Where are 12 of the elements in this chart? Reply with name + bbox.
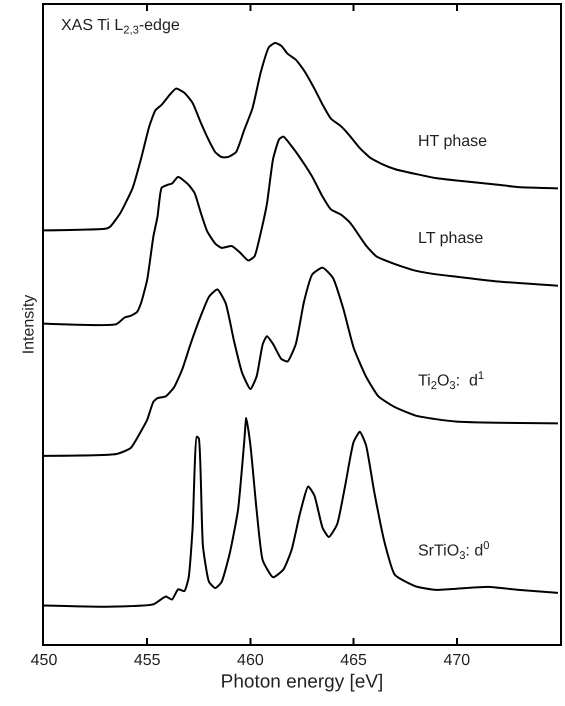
text: XAS Ti L$_{2,3}$-edge: [61, 17, 180, 36]
x-tick-label: 465: [340, 652, 368, 670]
y-axis-title: Intensity: [20, 294, 38, 354]
x-tick-label: 455: [134, 652, 161, 670]
x-tick-label: 450: [30, 652, 58, 670]
series-label: SrTiO$_{3}$: d$^{0}$: [418, 540, 490, 562]
series-label: Ti$_{2}$O$_{3}$: d$^{1}$: [418, 370, 484, 392]
series-label: LT phase: [418, 230, 484, 247]
series-label: HT phase: [418, 133, 488, 150]
x-tick-label: 460: [237, 652, 264, 670]
x-axis-title: Photon energy [eV]: [220, 672, 384, 692]
x-tick-label: 470: [443, 652, 470, 670]
